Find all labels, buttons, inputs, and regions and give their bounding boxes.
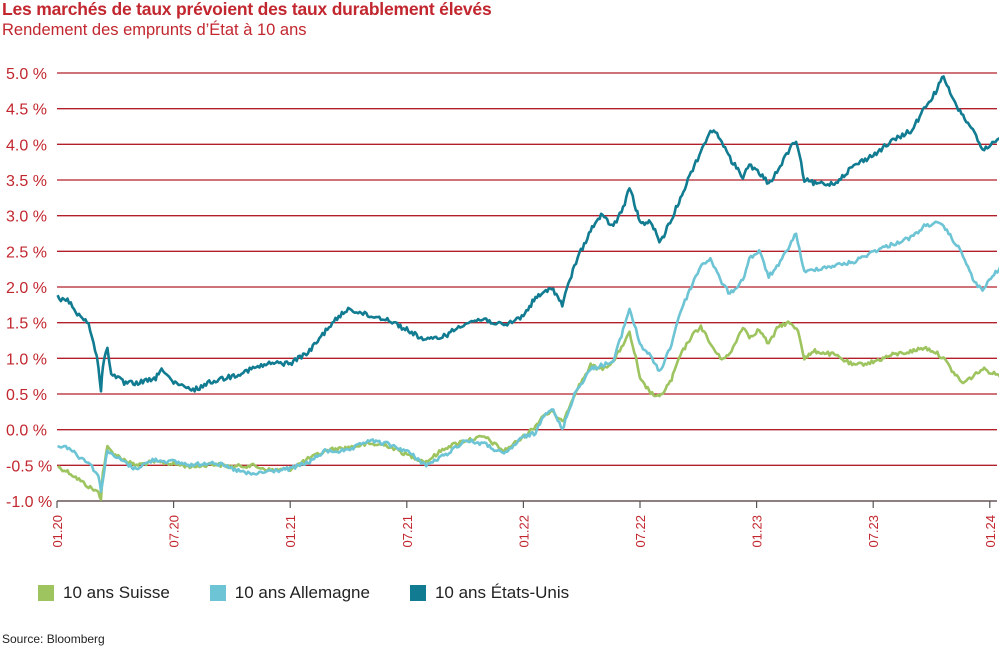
series-line-0	[57, 320, 999, 501]
x-tick-label: 01.23	[750, 515, 765, 548]
legend-swatch-etats-unis	[409, 585, 426, 601]
legend-swatch-suisse	[38, 585, 54, 601]
x-tick-label: 01.21	[283, 515, 298, 548]
x-tick-label: 07.20	[167, 515, 182, 548]
series-lines	[56, 75, 999, 501]
y-axis-tick-labels: -1.0 % -0.5 % 0.0 % 0.5 % 1.0 % 1.5 % 2.0 % 2.5…	[6, 66, 52, 511]
y-tick-label: 1.0 %	[6, 351, 47, 368]
y-tick-label: 2.5 %	[6, 244, 47, 261]
legend-item-allemagne: 10 ans Allemagne	[209, 583, 370, 603]
y-tick-label: 3.5 %	[6, 173, 47, 190]
y-tick-label: 4.5 %	[6, 102, 47, 119]
x-axis: 01.20 07.20 01.21 07.21 01.22 07.22 01.23 07.23…	[50, 500, 998, 548]
legend-item-etats-unis: 10 ans États-Unis	[409, 583, 570, 603]
y-tick-label: 2.0 %	[6, 280, 47, 297]
y-tick-label: -1.0 %	[6, 494, 52, 511]
series-line-2	[56, 75, 999, 393]
chart-title: Les marchés de taux prévoient des taux d…	[2, 0, 492, 19]
y-tick-label: -0.5 %	[6, 458, 52, 475]
x-tick-label: 01.22	[516, 515, 531, 548]
y-tick-label: 0.5 %	[6, 387, 47, 404]
legend: 10 ans Suisse 10 ans Allemagne 10 ans Ét…	[38, 583, 609, 603]
source-note: Source: Bloomberg	[2, 632, 105, 646]
x-tick-label: 01.20	[50, 515, 65, 548]
chart-subtitle: Rendement des emprunts d’État à 10 ans	[2, 21, 307, 39]
y-tick-label: 1.5 %	[6, 316, 47, 333]
y-tick-label: 5.0 %	[6, 66, 47, 83]
legend-label-etats-unis: 10 ans États-Unis	[434, 583, 570, 602]
y-tick-label: 3.0 %	[6, 209, 47, 226]
x-tick-label: 07.21	[400, 515, 415, 548]
legend-swatch-allemagne	[209, 585, 226, 601]
legend-label-suisse: 10 ans Suisse	[63, 583, 170, 602]
x-tick-label: 07.22	[633, 515, 648, 548]
series-line-1	[57, 220, 999, 493]
legend-item-suisse: 10 ans Suisse	[38, 583, 170, 603]
x-tick-label: 07.23	[866, 515, 881, 548]
x-tick-label: 01.24	[983, 515, 998, 548]
y-tick-label: 4.0 %	[6, 137, 47, 154]
line-chart: -1.0 % -0.5 % 0.0 % 0.5 % 1.0 % 1.5 % 2.0 % 2.5…	[6, 66, 999, 548]
y-tick-label: 0.0 %	[6, 423, 47, 440]
legend-label-allemagne: 10 ans Allemagne	[234, 583, 370, 602]
